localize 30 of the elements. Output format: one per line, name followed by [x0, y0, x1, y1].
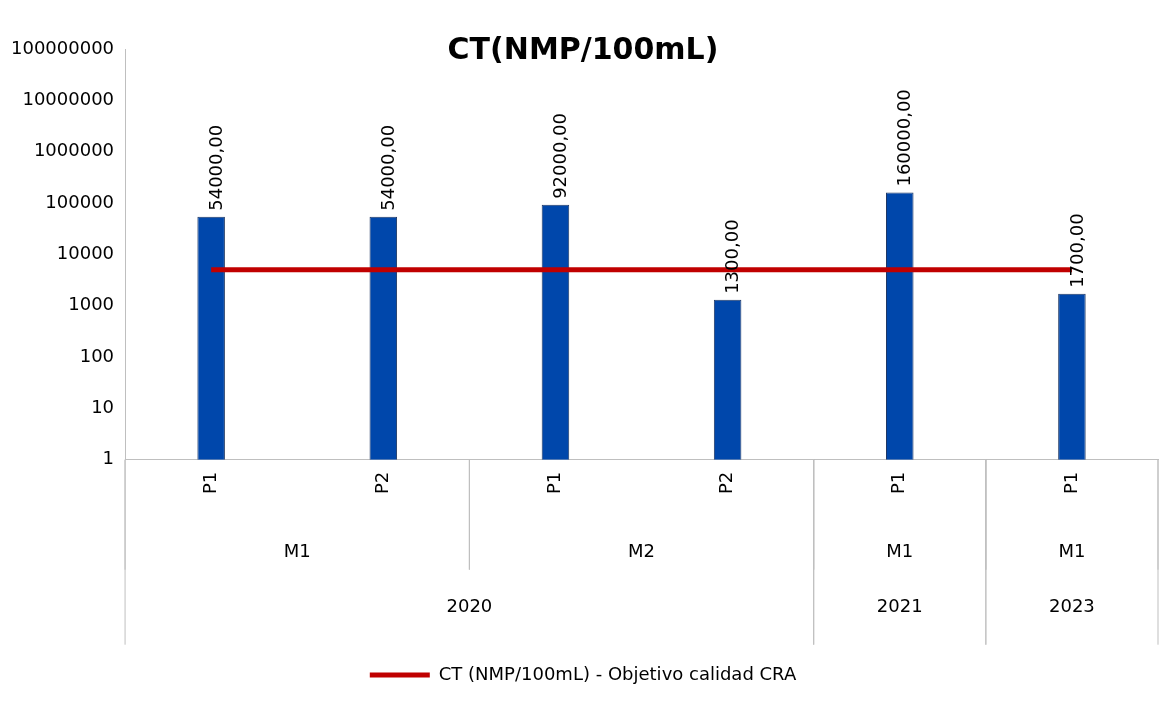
- data-label: 54000,00: [204, 124, 226, 211]
- text: M1: [283, 539, 311, 561]
- y-tick-label: 100: [79, 344, 115, 366]
- y-tick-label: 10000000: [22, 88, 115, 110]
- x-tick-label: P1: [887, 471, 909, 495]
- x-tick-label: P1: [198, 471, 220, 495]
- chart-title: CT(NMP/100mL): [447, 30, 719, 66]
- y-tick-label: 1000000: [33, 139, 115, 161]
- data-label: 92000,00: [549, 112, 571, 199]
- y-tick-label: 100000000: [10, 36, 115, 58]
- text: M1: [1058, 539, 1086, 561]
- text: M1: [886, 539, 914, 561]
- data-label: 1300,00: [721, 219, 743, 294]
- y-tick-label: 1000: [68, 293, 115, 315]
- y-tick-label: 100000: [45, 190, 115, 212]
- y-tick-label: 10: [91, 396, 115, 418]
- legend-label: CT (NMP/100mL) - Objetivo calidad CRA: [438, 662, 797, 684]
- x-tick-label: P2: [715, 471, 737, 495]
- text: M2: [628, 539, 656, 561]
- x-tick-label: P2: [370, 471, 392, 495]
- y-tick-label: 1: [102, 447, 115, 469]
- text: 2020: [446, 594, 493, 616]
- x-tick-label: P1: [543, 471, 565, 495]
- text: 2021: [876, 594, 923, 616]
- data-label: 1700,00: [1065, 213, 1087, 288]
- data-label: 54000,00: [376, 124, 398, 211]
- x-tick-label: P1: [1059, 471, 1081, 495]
- data-label: 160000,00: [893, 89, 915, 187]
- y-tick-label: 10000: [56, 242, 115, 264]
- text: 2023: [1049, 594, 1095, 616]
